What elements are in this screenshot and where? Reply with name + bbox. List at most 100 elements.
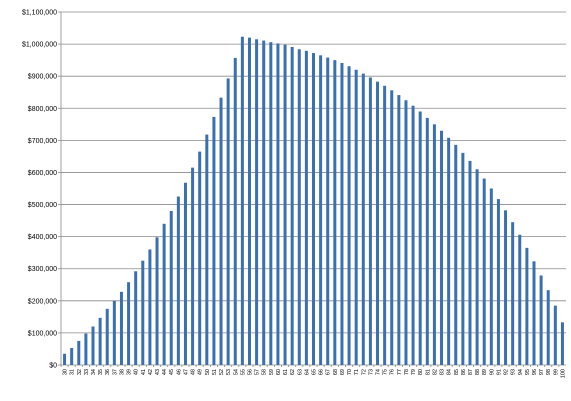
x-tick-label: 79 [411, 369, 417, 375]
bar-49 [198, 151, 202, 365]
x-tick-label: 48 [191, 369, 197, 375]
x-tick-label: 98 [546, 369, 552, 375]
bar-79 [411, 105, 415, 366]
bar-68 [333, 60, 337, 365]
x-tick-label: 86 [461, 369, 467, 375]
bar-52 [219, 97, 223, 366]
bar-100 [560, 322, 564, 365]
x-tick-label: 90 [489, 369, 495, 375]
bar-94 [518, 234, 522, 365]
x-tick-label: 35 [98, 369, 104, 375]
x-tick-label: 43 [155, 369, 161, 375]
x-tick-label: 63 [297, 369, 303, 375]
x-tick-label: 76 [390, 369, 396, 375]
bar-30 [63, 353, 67, 365]
bar-82 [432, 124, 436, 365]
y-tick-labels: $0 $100,000 $200,000 $300,000 $400,000 $500,0… [22, 10, 57, 370]
x-tick-label: 47 [183, 369, 189, 375]
x-tick-label: 38 [119, 369, 125, 375]
bar-36 [105, 308, 109, 365]
bar-63 [297, 49, 301, 365]
bar-60 [276, 43, 280, 365]
x-tick-label: 45 [169, 369, 175, 375]
x-tick-label: 60 [276, 369, 282, 375]
bar-67 [326, 57, 330, 365]
bar-83 [440, 130, 444, 365]
x-tick-label: 44 [162, 369, 168, 375]
x-tick-label: 70 [347, 369, 353, 375]
x-tick-label: 57 [255, 369, 261, 375]
bar-37 [112, 300, 116, 365]
bar-78 [404, 100, 408, 365]
bar-91 [496, 199, 500, 365]
x-tick-label: 59 [269, 369, 275, 375]
y-tick-label: $600,000 [28, 170, 57, 177]
x-tick-label: 50 [205, 369, 211, 375]
bar-66 [319, 55, 323, 365]
bar-62 [290, 46, 294, 365]
x-tick-label: 77 [397, 369, 403, 375]
y-tick-label: $900,000 [28, 74, 57, 81]
bar-81 [425, 117, 429, 366]
y-tick-label: $100,000 [28, 330, 57, 337]
axes [58, 11, 560, 367]
bar-80 [418, 111, 422, 365]
x-tick-label: 54 [233, 369, 239, 375]
x-tick-label: 49 [198, 369, 204, 375]
x-tick-label: 67 [326, 369, 332, 375]
x-tick-label: 64 [304, 369, 310, 375]
bar-92 [504, 210, 508, 365]
y-tick-label: $800,000 [28, 106, 57, 113]
x-tick-label: 62 [290, 369, 296, 375]
bar-45 [169, 210, 173, 365]
x-tick-label: 42 [148, 369, 154, 375]
bar-33 [84, 333, 88, 365]
bar-54 [233, 57, 237, 365]
bar-48 [191, 167, 195, 365]
x-tick-label: 46 [176, 369, 182, 375]
bar-47 [183, 182, 187, 365]
bar-50 [205, 134, 209, 365]
x-tick-label: 30 [63, 369, 69, 375]
bar-96 [532, 261, 536, 365]
x-tick-label: 37 [112, 369, 118, 375]
x-tick-label: 89 [482, 369, 488, 375]
bar-72 [361, 73, 365, 366]
y-tick-label: $0 [49, 363, 57, 370]
bar-46 [176, 196, 180, 365]
x-tick-label: 68 [333, 369, 339, 375]
bar-51 [212, 116, 216, 365]
x-tick-label: 51 [212, 369, 218, 375]
x-tick-label: 66 [319, 369, 325, 375]
y-tick-label: $700,000 [28, 138, 57, 145]
bar-43 [155, 237, 159, 365]
y-tick-label: $1,000,000 [22, 42, 57, 49]
x-tick-label: 74 [376, 369, 382, 375]
bar-99 [553, 305, 557, 365]
x-tick-label: 85 [454, 369, 460, 375]
x-tick-label: 40 [134, 369, 140, 375]
x-tick-label: 61 [283, 369, 289, 375]
x-tick-label: 31 [70, 369, 76, 375]
y-tick-label: $200,000 [28, 298, 57, 305]
y-tick-label: $500,000 [28, 202, 57, 209]
bars [63, 36, 564, 366]
bar-71 [354, 69, 358, 365]
bar-86 [461, 152, 465, 365]
x-tick-label: 36 [105, 369, 111, 375]
bar-84 [447, 137, 451, 365]
x-tick-label: 56 [247, 369, 253, 375]
x-tick-label: 82 [432, 369, 438, 375]
bar-39 [127, 282, 131, 365]
bar-38 [119, 291, 123, 365]
bar-98 [546, 290, 550, 365]
x-tick-label: 97 [539, 369, 545, 375]
x-tick-label: 95 [525, 369, 531, 375]
bar-32 [77, 340, 81, 365]
x-tick-label: 78 [404, 369, 410, 375]
x-tick-label: 65 [312, 369, 318, 375]
bar-95 [525, 247, 529, 365]
bar-40 [134, 271, 138, 365]
